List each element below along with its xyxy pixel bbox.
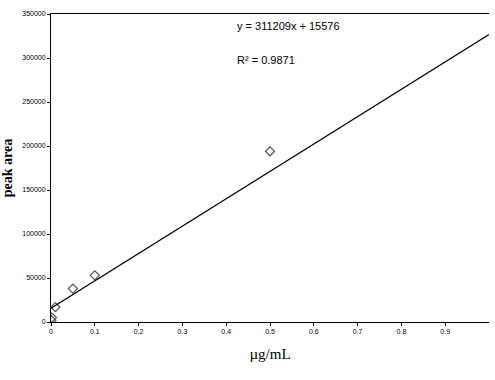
svg-text:peak area: peak area [0,139,15,197]
svg-text:0.9: 0.9 [440,328,450,335]
svg-text:0.5: 0.5 [265,328,275,335]
svg-text:R² = 0.9871: R² = 0.9871 [237,54,295,66]
svg-text:0.8: 0.8 [397,328,407,335]
svg-text:0: 0 [49,328,53,335]
svg-text:150000: 150000 [22,186,45,193]
svg-text:200000: 200000 [22,142,45,149]
svg-text:50000: 50000 [26,274,46,281]
svg-text:350000: 350000 [22,10,45,17]
svg-text:0: 0 [42,318,46,325]
svg-text:µg/mL: µg/mL [249,346,290,362]
svg-text:100000: 100000 [22,230,45,237]
svg-text:0.6: 0.6 [309,328,319,335]
svg-text:0.3: 0.3 [178,328,188,335]
svg-text:0.7: 0.7 [353,328,363,335]
svg-text:0.2: 0.2 [134,328,144,335]
svg-text:300000: 300000 [22,54,45,61]
svg-text:0.1: 0.1 [90,328,100,335]
svg-text:250000: 250000 [22,98,45,105]
svg-text:0.4: 0.4 [221,328,231,335]
svg-text:y = 311209x + 15576: y = 311209x + 15576 [237,20,340,32]
